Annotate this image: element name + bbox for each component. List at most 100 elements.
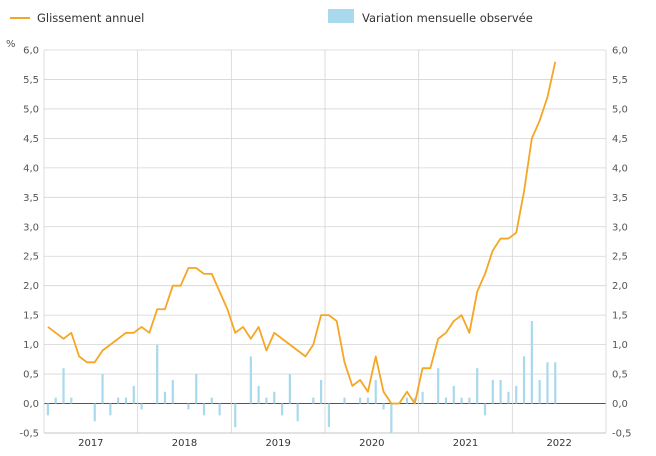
bar-monthly [530,321,533,404]
bar-monthly [366,397,370,404]
legend-bar-label: Variation mensuelle observée [362,11,533,25]
bar-monthly [101,374,104,404]
bar-monthly [257,385,260,404]
x-year-label: 2021 [453,438,478,449]
bar-monthly [546,362,549,404]
legend-bar-swatch [328,9,354,23]
bar-monthly [210,397,213,404]
y-tick-label-left: 4,5 [23,134,39,145]
bar-monthly [483,403,487,416]
y-tick-label-left: 2,0 [23,281,39,292]
bar-monthly [218,403,221,416]
bar-monthly [343,397,346,404]
bar-monthly [522,356,526,404]
bar-monthly [359,397,362,404]
y-tick-label-right: 3,5 [612,193,628,204]
bar-monthly [249,356,252,404]
line-annual-change [47,61,557,405]
y-tick-label-right: 0,0 [612,399,628,410]
bar-monthly [390,403,393,433]
bar-monthly [452,385,455,404]
y-tick-label-right: 4,0 [612,163,628,174]
bar-monthly [296,403,299,422]
y-ticks-right: -0,5 0,0 0,5 1,0 1,5 2,0 2,5 3,0 3,5 4,0 4,5 5,0 5,5… [612,46,632,440]
y-tick-label-right: 1,5 [612,311,628,322]
y-tick-label-left: 2,5 [23,252,39,263]
bar-monthly [288,374,291,404]
y-tick-label-right: 5,5 [612,75,628,86]
bars-monthly-variation [46,321,557,433]
bar-monthly [265,397,268,404]
grid [43,49,607,434]
legend-line-label: Glissement annuel [37,11,144,25]
bar-monthly [382,403,385,410]
bar-monthly [476,368,479,404]
bar-monthly [374,379,377,404]
y-tick-label-left: 5,5 [23,75,39,86]
x-year-label: 2019 [265,438,290,449]
y-tick-label-left: 3,0 [23,222,39,233]
bar-monthly [202,403,206,416]
bar-monthly [327,403,331,428]
bar-monthly [109,403,112,416]
bar-monthly [132,385,135,404]
bar-monthly [554,362,557,404]
x-year-label: 2017 [78,438,103,449]
bar-monthly [538,379,541,404]
bar-monthly [405,397,409,404]
y-tick-label-right: 0,5 [612,370,628,381]
bar-monthly [421,391,424,404]
bar-monthly [124,397,128,404]
y-tick-label-right: 4,5 [612,134,628,145]
y-tick-label-right: 1,0 [612,340,628,351]
bar-monthly [280,403,284,416]
bar-monthly [468,397,471,404]
y-tick-label-right: -0,5 [612,429,632,440]
y-tick-label-left: -0,5 [19,429,39,440]
x-year-labels: 2017 2018 2019 2020 2021 2022 [78,438,572,449]
y-tick-label-left: 5,0 [23,104,39,115]
y-tick-label-left: 3,5 [23,193,39,204]
bar-monthly [187,403,190,410]
bar-monthly [437,368,440,404]
x-year-label: 2020 [359,438,384,449]
bar-monthly [499,379,502,404]
y-ticks-left: -0,5 0,0 0,5 1,0 1,5 2,0 2,5 3,0 3,5 4,0 4,5 5,0 5,5… [19,46,39,440]
legend: Glissement annuel Variation mensuelle ob… [10,9,533,25]
bar-monthly [444,397,448,404]
y-tick-label-right: 2,0 [612,281,628,292]
bar-monthly [156,344,159,404]
bar-monthly [234,403,237,428]
y-tick-label-right: 6,0 [612,46,628,57]
bar-monthly [163,391,167,404]
bar-monthly [93,403,96,422]
bar-monthly [46,403,50,416]
bar-monthly [117,397,120,404]
bar-monthly [319,379,323,404]
bar-monthly [460,397,463,404]
y-tick-label-left: 1,0 [23,340,39,351]
y-tick-label-right: 5,0 [612,104,628,115]
y-tick-label-left: 1,5 [23,311,39,322]
bar-monthly [491,379,494,404]
y-tick-label-left: 0,5 [23,370,39,381]
y-tick-label-right: 3,0 [612,222,628,233]
y-unit-label: % [6,39,16,50]
bar-monthly [171,379,174,404]
y-tick-label-right: 2,5 [612,252,628,263]
bar-monthly [140,403,143,410]
bar-monthly [515,385,518,404]
bar-monthly [312,397,315,404]
x-year-label: 2018 [172,438,197,449]
y-tick-label-left: 0,0 [23,399,39,410]
y-tick-label-left: 6,0 [23,46,39,57]
bar-monthly [195,374,198,404]
x-year-label: 2022 [546,438,571,449]
y-tick-label-left: 4,0 [23,163,39,174]
bar-monthly [507,391,510,404]
bar-monthly [273,391,276,404]
bar-monthly [62,368,65,404]
bar-monthly [54,397,57,404]
bar-monthly [70,397,73,404]
